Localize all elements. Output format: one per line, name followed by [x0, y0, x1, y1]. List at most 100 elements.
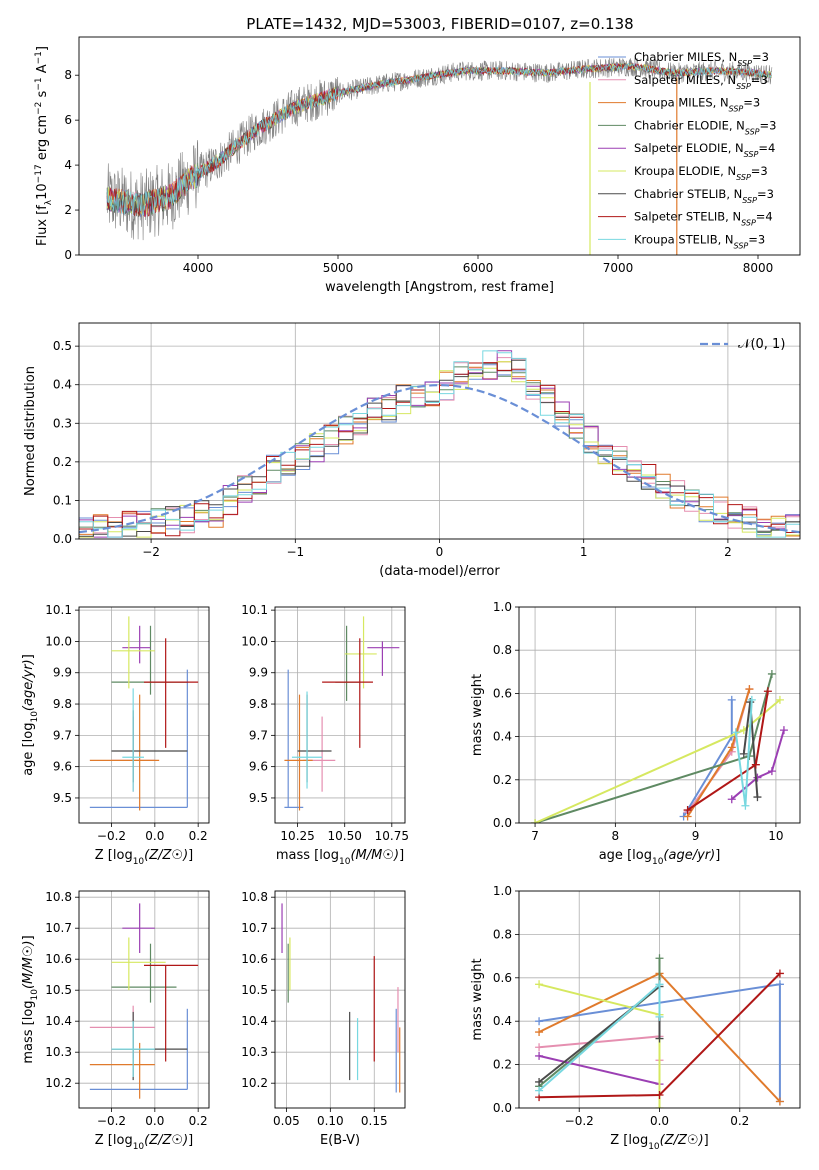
- legend-gaussian-label: 𝒩(0, 1): [738, 337, 785, 352]
- y-tick-label: 6: [64, 113, 72, 127]
- y-tick-label: 0.6: [493, 971, 512, 985]
- y-tick-label: 0.0: [493, 1101, 512, 1115]
- axes-frame: [518, 606, 801, 824]
- axes-frame: [78, 322, 801, 540]
- panel-residuals: −2 −1 0 1 2 0.0 0.1 0.2 0.3 0.4 0.5 (data-model)/er…: [23, 322, 801, 579]
- y-tick-label: 9.6: [53, 760, 72, 774]
- weight-marker-kroupa_miles: [775, 1097, 784, 1106]
- legend-label-chabrier_stelib: Chabrier STELIB, NSSP=3: [634, 187, 774, 205]
- x-tick-label: 0.2: [189, 1114, 208, 1128]
- xlabel-label: Z [log10(Z/Z☉)]: [610, 1133, 708, 1152]
- legend-label-kroupa_stelib: Kroupa STELIB, NSSP=3: [634, 232, 765, 250]
- x-tick-label: 0.05: [273, 1114, 300, 1128]
- weight-marker-chabrier_stelib: [753, 793, 762, 802]
- figure-title: PLATE=1432, MJD=53003, FIBERID=0107, z=0…: [246, 15, 633, 33]
- x-tick-label: 8000: [743, 261, 774, 275]
- legend-label-salpeter_elodie: Salpeter ELODIE, NSSP=4: [634, 141, 775, 159]
- weight-marker-kroupa_elodie: [775, 695, 784, 704]
- ylabel-label: age [log10(age/yr)]: [21, 654, 40, 776]
- weight-marker-salpeter_elodie: [727, 795, 736, 804]
- weight-marker-chabrier_miles: [535, 1017, 544, 1026]
- y-tick-label: 10.5: [241, 983, 268, 997]
- x-tick-label: 2: [724, 545, 732, 559]
- x-tick-label: 0.2: [189, 829, 208, 843]
- x-tick-label: 0.2: [730, 1114, 749, 1128]
- weight-marker-kroupa_stelib: [535, 1086, 544, 1095]
- y-tick-label: 4: [64, 158, 72, 172]
- y-tick-label: 2: [64, 203, 72, 217]
- y-tick-label: 1.0: [493, 884, 512, 898]
- weight-marker-salpeter_stelib: [683, 806, 692, 815]
- y-tick-label: 10.8: [45, 890, 72, 904]
- weight-marker-chabrier_stelib: [739, 749, 748, 758]
- weight-marker-salpeter_stelib: [655, 1090, 664, 1099]
- x-tick-label: −0.2: [97, 1114, 126, 1128]
- legend-label-kroupa_elodie: Kroupa ELODIE, NSSP=3: [634, 164, 768, 182]
- x-tick-label: 0: [436, 545, 444, 559]
- ylabel: Flux [fλ10−17 erg cm−2 s−1 A−1]: [34, 46, 54, 246]
- weight-marker-chabrier_elodie: [767, 669, 776, 678]
- y-tick-label: 0.6: [493, 686, 512, 700]
- plot-area-mass-vs-EBV: [275, 891, 405, 1108]
- x-tick-label: −2: [142, 545, 160, 559]
- legend-label-chabrier_elodie: Chabrier ELODIE, NSSP=3: [634, 118, 776, 136]
- ylabel-label: mass weight: [470, 958, 485, 1040]
- weight-marker-chabrier_miles: [727, 695, 736, 704]
- y-tick-label: 0.2: [493, 773, 512, 787]
- y-tick-label: 10.7: [241, 921, 268, 935]
- x-tick-label: 10.25: [280, 829, 314, 843]
- x-tick-label: 7000: [603, 261, 634, 275]
- y-tick-label: 0.4: [53, 378, 72, 392]
- x-tick-label: 8: [612, 829, 620, 843]
- axes-frame: [274, 890, 406, 1109]
- legend-label-salpeter_stelib: Salpeter STELIB, NSSP=4: [634, 210, 773, 228]
- x-tick-label: 0.0: [145, 1114, 164, 1128]
- x-tick-label: 9: [692, 829, 700, 843]
- ylabel-label: mass weight: [470, 674, 485, 756]
- x-tick-label: 0.15: [361, 1114, 388, 1128]
- spectrum-legend: Chabrier MILES, NSSP=3 Salpeter MILES, NS…: [598, 50, 776, 250]
- xlabel-label: wavelength [Angstrom, rest frame]: [325, 280, 554, 295]
- x-tick-label: −0.2: [97, 829, 126, 843]
- weight-marker-chabrier_stelib: [655, 1034, 664, 1043]
- xlabel-label: age [log10(age/yr)]: [599, 848, 721, 867]
- weight-line-salpeter_elodie: [538, 1054, 660, 1086]
- y-tick-label: 9.9: [249, 666, 268, 680]
- y-tick-label: 0.0: [493, 816, 512, 830]
- weight-marker-salpeter_stelib: [775, 969, 784, 978]
- y-tick-label: 0.4: [493, 1014, 512, 1028]
- panel-mass-vs-Z: −0.2 0.0 0.2 10.2 10.3 10.4 10.5 10.6 10.7 10.8 Z …: [21, 890, 210, 1152]
- weight-marker-salpeter_stelib: [763, 687, 772, 696]
- weight-marker-kroupa_stelib: [731, 728, 740, 737]
- weight-marker-salpeter_elodie: [767, 767, 776, 776]
- weight-marker-kroupa_miles: [727, 743, 736, 752]
- gaussian-curve: [79, 383, 800, 534]
- xlabel-label: (data-model)/error: [379, 564, 500, 579]
- panel-spectrum: 4000 5000 6000 7000 8000 0 2 4 6 8 wavelength [Ang…: [34, 36, 801, 295]
- y-tick-label: 9.7: [249, 728, 268, 742]
- weight-line-kroupa_miles: [686, 688, 751, 818]
- y-tick-label: 9.9: [53, 666, 72, 680]
- ylabel-label: Normed distribution: [23, 366, 38, 496]
- y-tick-label: 10.6: [45, 952, 72, 966]
- x-tick-label: −0.2: [565, 1114, 594, 1128]
- weight-marker-kroupa_stelib: [655, 1012, 664, 1021]
- y-tick-label: 9.8: [249, 697, 268, 711]
- panel-mass-vs-EBV: 0.05 0.10 0.15 10.2 10.3 10.4 10.5 10.6 10.7 10.8…: [241, 890, 406, 1148]
- legend-label-salpeter_miles: Salpeter MILES, NSSP=3: [634, 73, 768, 91]
- plot-area-age-vs-Z: [79, 607, 209, 823]
- y-tick-label: 10.2: [241, 1076, 268, 1090]
- axes-frame: [274, 606, 406, 824]
- y-tick-label: 0.2: [493, 1058, 512, 1072]
- plot-area-mass-weight-vs-Z: [519, 891, 800, 1108]
- y-tick-label: 0.4: [493, 730, 512, 744]
- weight-marker-kroupa_elodie: [531, 819, 540, 823]
- y-tick-label: 0.3: [53, 416, 72, 430]
- axes-frame: [78, 890, 210, 1109]
- y-tick-label: 10.4: [45, 1014, 72, 1028]
- x-tick-label: 4000: [183, 261, 214, 275]
- legend-label-kroupa_miles: Kroupa MILES, NSSP=3: [634, 96, 760, 114]
- y-tick-label: 10.6: [241, 952, 268, 966]
- panel-mass-weight-vs-age: 7 8 9 10 0.0 0.2 0.4 0.6 0.8 1.0 age [log10(age/yr…: [470, 600, 801, 867]
- y-tick-label: 10.0: [45, 634, 72, 648]
